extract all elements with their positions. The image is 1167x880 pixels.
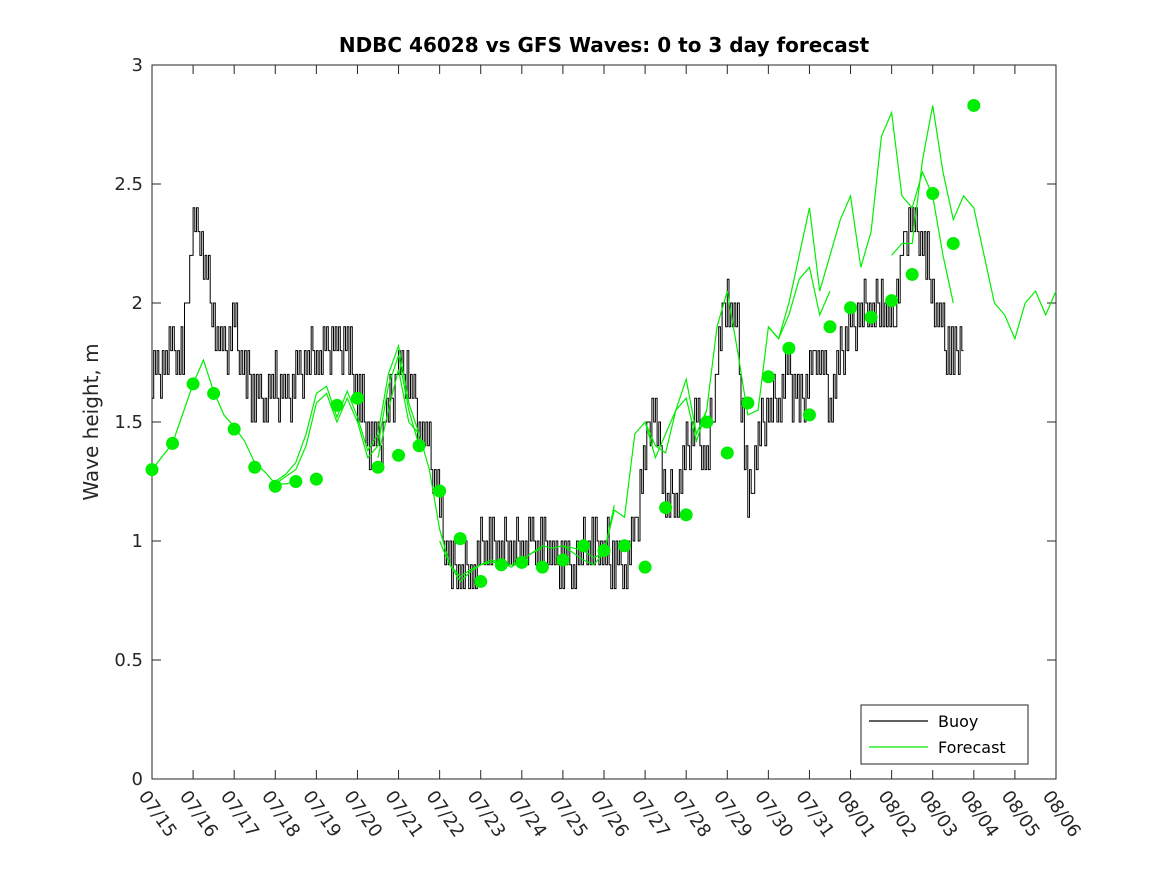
forecast-point (905, 267, 919, 281)
y-tick-label: 0.5 (114, 650, 143, 671)
forecast-point (885, 294, 899, 308)
forecast-point (618, 539, 632, 553)
forecast-line (439, 505, 615, 583)
forecast-point (679, 508, 693, 522)
forecast-line (274, 355, 420, 485)
forecast-point (350, 391, 364, 405)
legend-box (860, 704, 1029, 765)
y-tick-label: 1 (132, 531, 143, 552)
forecast-point (823, 320, 837, 334)
forecast-point (392, 448, 406, 462)
forecast-point (227, 422, 241, 436)
forecast-point (371, 460, 385, 474)
forecast-line (274, 343, 420, 482)
forecast-line (377, 369, 543, 578)
y-tick-label: 2.5 (114, 174, 143, 195)
forecast-point (741, 396, 755, 410)
y-tick-label: 1.5 (114, 412, 143, 433)
forecast-point (802, 408, 816, 422)
forecast-point (638, 560, 652, 574)
forecast-point (535, 560, 549, 574)
axes-box (151, 64, 1057, 780)
forecast-line (891, 105, 1057, 341)
plot-area: 00.511.522.5307/1507/1607/1707/1807/1907… (114, 55, 1085, 841)
forecast-point (309, 472, 323, 486)
forecast-point (659, 501, 673, 515)
buoy-line (152, 207, 964, 590)
chart-title: NDBC 46028 vs GFS Waves: 0 to 3 day fore… (339, 33, 870, 57)
forecast-point (844, 301, 858, 315)
forecast-point (166, 436, 180, 450)
forecast-point (556, 553, 570, 567)
forecast-point (597, 544, 611, 558)
forecast-point (967, 98, 981, 112)
forecast-point (248, 460, 262, 474)
forecast-point (289, 475, 303, 488)
forecast-point (330, 398, 344, 412)
forecast-point (433, 484, 447, 498)
forecast-point (720, 446, 734, 460)
forecast-point (515, 555, 529, 569)
legend-label-buoy: Buoy (938, 712, 978, 731)
forecast-line (767, 110, 954, 340)
forecast-point (207, 386, 221, 400)
forecast-line (644, 265, 831, 454)
forecast-point (576, 539, 590, 553)
forecast-point (186, 377, 200, 391)
y-tick-label: 0 (132, 769, 143, 790)
forecast-point (494, 558, 508, 572)
forecast-point (864, 310, 878, 324)
forecast-point (412, 439, 426, 453)
forecast-point (700, 415, 714, 429)
forecast-point (782, 341, 796, 355)
forecast-point (268, 479, 282, 493)
y-axis-label: Wave height, m (79, 343, 103, 500)
y-tick-label: 2 (132, 293, 143, 314)
forecast-point (145, 463, 159, 477)
forecast-point (946, 237, 960, 250)
legend-label-forecast: Forecast (938, 738, 1006, 757)
forecast-point (761, 370, 775, 384)
forecast-point (474, 574, 488, 588)
forecast-point (926, 187, 940, 201)
forecast-line (562, 396, 708, 559)
forecast-point (453, 532, 467, 546)
y-tick-label: 3 (132, 55, 143, 76)
